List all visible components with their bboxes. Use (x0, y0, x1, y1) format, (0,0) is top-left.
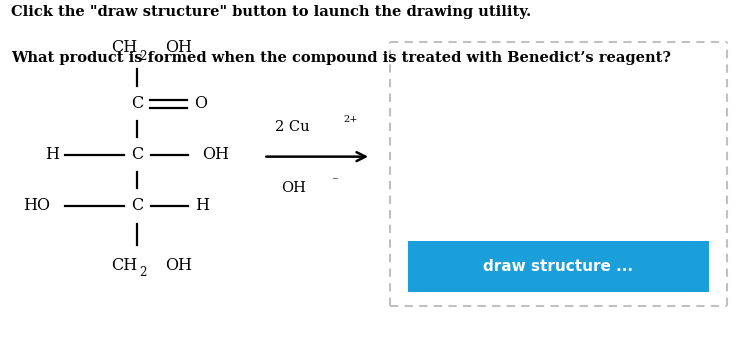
Text: C: C (131, 146, 143, 163)
Text: H: H (195, 197, 209, 214)
Text: OH: OH (203, 146, 229, 163)
Text: draw structure ...: draw structure ... (483, 259, 634, 274)
Text: O: O (194, 95, 207, 112)
Text: 2 Cu: 2 Cu (275, 120, 310, 134)
Text: 2: 2 (139, 266, 146, 279)
Text: ⁻: ⁻ (331, 176, 338, 188)
Text: 2: 2 (139, 50, 146, 63)
Text: C: C (131, 197, 143, 214)
Text: 2+: 2+ (344, 115, 358, 124)
Text: OH: OH (281, 181, 306, 195)
Text: OH: OH (165, 39, 192, 56)
Text: CH: CH (111, 257, 137, 274)
Text: H: H (45, 146, 59, 163)
Text: HO: HO (23, 197, 50, 214)
Text: CH: CH (111, 39, 137, 56)
FancyBboxPatch shape (408, 241, 709, 292)
Text: Click the "draw structure" button to launch the drawing utility.: Click the "draw structure" button to lau… (11, 5, 531, 19)
Text: C: C (131, 95, 143, 112)
Text: What product is formed when the compound is treated with Benedict’s reagent?: What product is formed when the compound… (11, 51, 671, 65)
Text: OH: OH (165, 257, 192, 274)
